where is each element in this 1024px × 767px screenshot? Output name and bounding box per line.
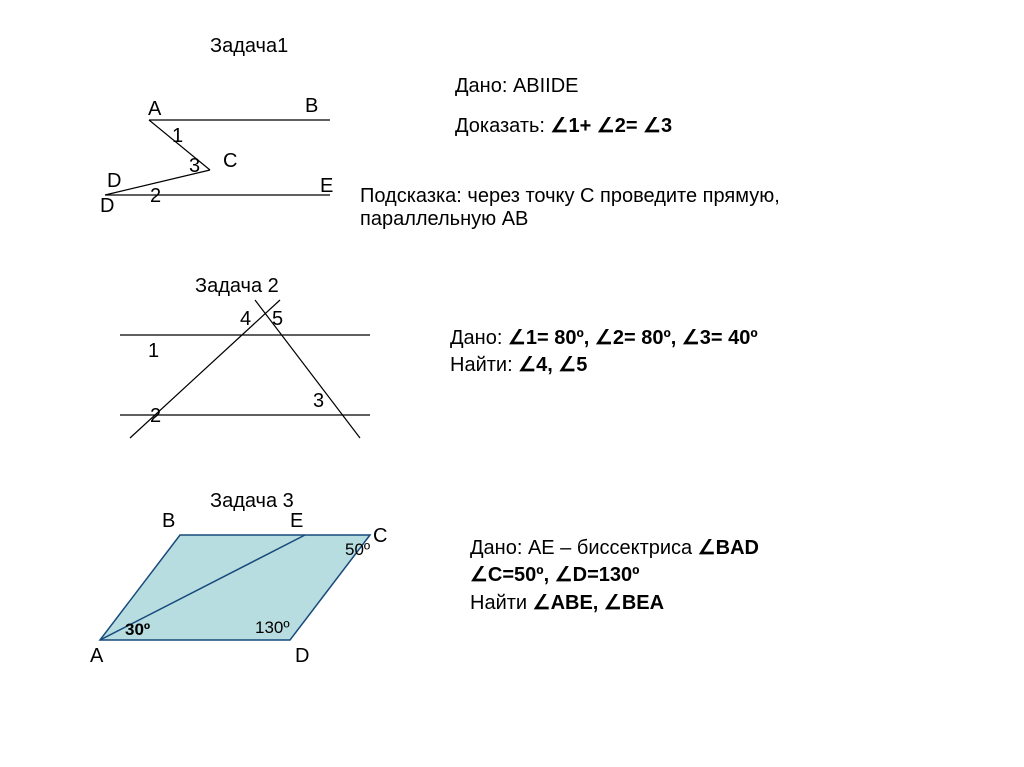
p3-angle-50: 50º bbox=[345, 540, 370, 560]
p3-label-E: E bbox=[290, 510, 303, 533]
p3-label-B: B bbox=[162, 510, 175, 533]
p3-label-D: D bbox=[295, 645, 309, 668]
p3-angle-30: 30º bbox=[125, 620, 150, 640]
p3-label-C: C bbox=[373, 525, 387, 548]
p3-angle-130: 130º bbox=[255, 618, 290, 638]
problem3-diagram bbox=[0, 0, 1024, 767]
p3-label-A: A bbox=[90, 645, 103, 668]
